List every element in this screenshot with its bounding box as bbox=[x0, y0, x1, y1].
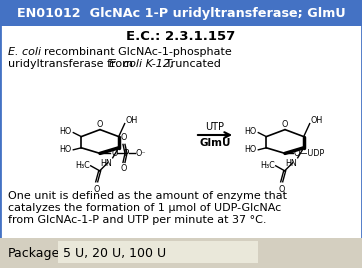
Text: E. coli K-12,: E. coli K-12, bbox=[109, 59, 173, 69]
Text: HN: HN bbox=[285, 159, 297, 168]
Text: O: O bbox=[112, 149, 118, 158]
Text: O: O bbox=[278, 185, 285, 194]
Text: O: O bbox=[93, 185, 100, 194]
Text: uridyltransferase from: uridyltransferase from bbox=[8, 59, 133, 69]
Text: Truncated: Truncated bbox=[162, 59, 221, 69]
Text: E. coli: E. coli bbox=[8, 47, 41, 57]
Text: O: O bbox=[97, 120, 103, 129]
Text: 5 U, 20 U, 100 U: 5 U, 20 U, 100 U bbox=[63, 247, 166, 259]
Text: Package:: Package: bbox=[8, 247, 64, 259]
Text: OH: OH bbox=[311, 116, 323, 125]
Text: One unit is defined as the amount of enzyme that: One unit is defined as the amount of enz… bbox=[8, 191, 287, 201]
Text: HO: HO bbox=[244, 127, 256, 136]
Text: H₃C: H₃C bbox=[260, 161, 275, 170]
Text: from GlcNAc-1-P and UTP per minute at 37 °C.: from GlcNAc-1-P and UTP per minute at 37… bbox=[8, 215, 266, 225]
Text: catalyzes the formation of 1 μmol of UDP-GlcNAc: catalyzes the formation of 1 μmol of UDP… bbox=[8, 203, 281, 213]
Text: recombinant GlcNAc-1-phosphate: recombinant GlcNAc-1-phosphate bbox=[44, 47, 232, 57]
Text: OH: OH bbox=[126, 116, 138, 125]
Text: HN: HN bbox=[100, 159, 112, 168]
Bar bbox=[0, 238, 362, 268]
Bar bbox=[0, 0, 362, 26]
Text: O: O bbox=[121, 164, 127, 173]
Text: GlmU: GlmU bbox=[199, 138, 231, 148]
Bar bbox=[58, 241, 258, 263]
Text: EN01012  GlcNAc 1-P uridyltransferase; GlmU: EN01012 GlcNAc 1-P uridyltransferase; Gl… bbox=[17, 6, 345, 20]
Text: P: P bbox=[123, 149, 129, 158]
Text: HO: HO bbox=[59, 145, 71, 154]
Text: E.C.: 2.3.1.157: E.C.: 2.3.1.157 bbox=[126, 31, 236, 43]
Text: O: O bbox=[121, 133, 127, 142]
Text: O: O bbox=[282, 120, 288, 129]
Text: H₃C: H₃C bbox=[75, 161, 90, 170]
Text: O⁻: O⁻ bbox=[136, 149, 147, 158]
Text: HO: HO bbox=[244, 145, 256, 154]
Text: UTP: UTP bbox=[206, 122, 224, 132]
Text: HO: HO bbox=[59, 127, 71, 136]
Text: O—UDP: O—UDP bbox=[294, 149, 325, 158]
